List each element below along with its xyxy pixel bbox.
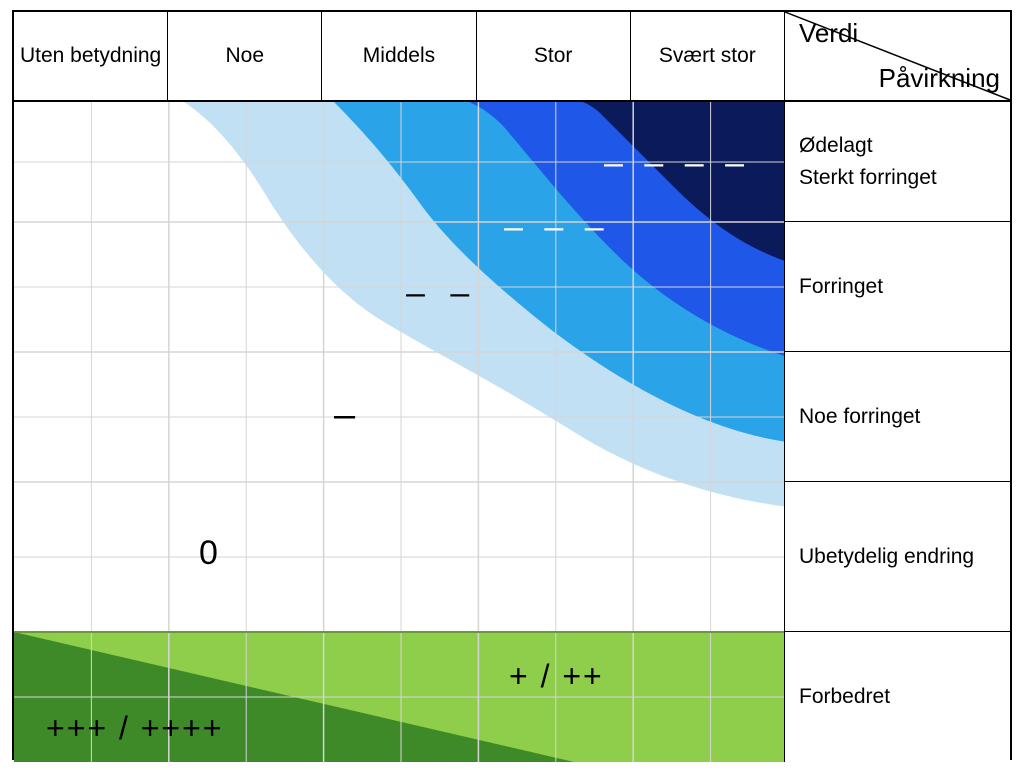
header-row: Uten betydning Noe Middels Stor Svært st… bbox=[14, 12, 1010, 102]
row-label-0-1: Sterkt forringet bbox=[799, 166, 937, 190]
row-label-3: Ubetydelig endring bbox=[784, 482, 1010, 632]
col-header-0: Uten betydning bbox=[14, 12, 168, 100]
row-label-1: Forringet bbox=[784, 222, 1010, 352]
diag-header: Verdi Påvirkning bbox=[785, 12, 1010, 100]
row-label-0-0: Ødelagt bbox=[799, 134, 873, 158]
zone-label-3: – bbox=[334, 394, 359, 437]
zone-label-2: – – bbox=[406, 274, 477, 313]
diag-header-bottom: Påvirkning bbox=[879, 63, 1000, 94]
row-label-0: Ødelagt Sterkt forringet bbox=[784, 102, 1010, 222]
row-label-2: Noe forringet bbox=[784, 352, 1010, 482]
matrix-body: – – – – – – – – – – 0 + / ++ +++ / ++++ bbox=[14, 102, 788, 762]
row-label-2-0: Noe forringet bbox=[799, 405, 920, 429]
row-label-4: Forbedret bbox=[784, 632, 1010, 762]
matrix-container: Uten betydning Noe Middels Stor Svært st… bbox=[12, 10, 1012, 760]
row-label-3-0: Ubetydelig endring bbox=[799, 545, 974, 569]
zone-label-6: +++ / ++++ bbox=[46, 710, 223, 747]
col-header-2: Middels bbox=[322, 12, 476, 100]
col-header-1: Noe bbox=[168, 12, 322, 100]
row-label-1-0: Forringet bbox=[799, 275, 883, 299]
col-header-3: Stor bbox=[477, 12, 631, 100]
col-header-4: Svært stor bbox=[631, 12, 785, 100]
zone-label-0: – – – – bbox=[604, 144, 750, 183]
row-labels-col: Ødelagt Sterkt forringet Forringet Noe f… bbox=[784, 102, 1010, 762]
zone-label-4: 0 bbox=[199, 534, 218, 573]
matrix-zones-svg bbox=[14, 102, 788, 762]
zone-label-5: + / ++ bbox=[509, 658, 604, 695]
diag-header-top: Verdi bbox=[799, 18, 858, 49]
row-label-4-0: Forbedret bbox=[799, 685, 890, 709]
zone-label-1: – – – bbox=[504, 208, 610, 247]
